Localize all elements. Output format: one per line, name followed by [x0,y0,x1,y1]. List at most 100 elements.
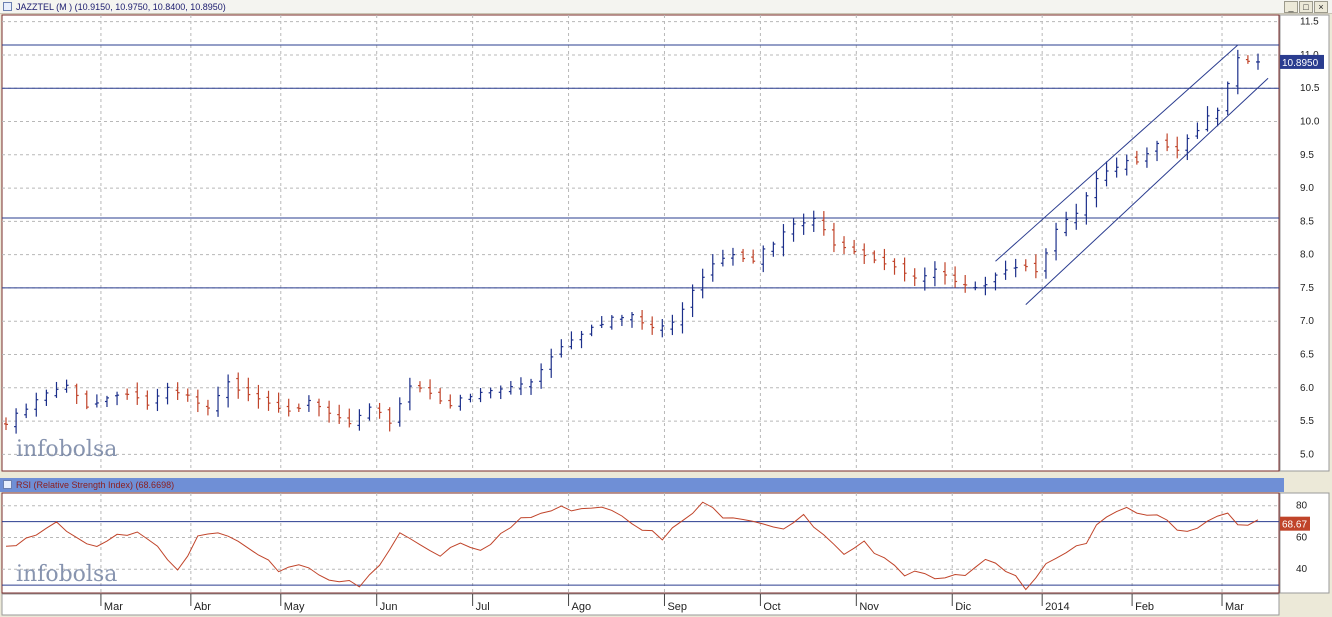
price-bar [458,394,463,411]
price-bar [468,393,473,403]
rsi-line [5,501,1259,591]
price-bar [428,379,433,400]
price-bar [417,381,422,393]
price-bar [387,407,392,432]
price-tick-label: 7.0 [1300,316,1314,327]
price-bar [4,417,8,431]
price-bar [1104,161,1109,187]
price-bar [912,268,917,287]
price-bar [539,363,544,389]
price-tick-label: 8.0 [1300,250,1314,261]
price-bar [246,377,251,402]
price-bar [488,387,493,399]
price-bar [407,377,412,411]
price-bar [781,224,786,257]
price-tick-label: 5.5 [1300,416,1314,427]
price-bar [579,330,584,349]
price-bar [741,248,746,262]
price-bar [347,408,352,428]
rsi-axis-strip [1279,492,1330,594]
price-bar [175,382,180,400]
price-bar [1205,106,1210,132]
price-bar [1084,192,1089,225]
channel-upper-line [995,44,1239,262]
date-tick-label: Oct [763,601,780,613]
close-button[interactable]: × [1314,1,1328,13]
price-panel-title: JAZZTEL (M ) (10.9150, 10.9750, 10.8400,… [16,2,226,12]
rsi-grid [2,493,1279,593]
price-bar [751,249,756,264]
window-buttons: _ □ × [1284,1,1328,13]
price-tick-label: 9.5 [1300,150,1314,161]
date-tick-label: 2014 [1045,601,1069,613]
channel-lower-line [1025,77,1269,305]
price-bar [94,394,99,408]
price-bar [24,403,29,419]
rsi-panel-title: RSI (Relative Strength Index) (68.6698) [16,480,175,490]
price-bar [1003,260,1008,280]
price-bar [135,382,140,405]
price-bar [266,390,271,411]
price-bar [932,261,937,287]
price-bar [357,409,362,431]
price-bar [397,397,402,427]
price-bar [1256,53,1260,70]
price-bar [831,222,836,253]
price-bar [155,388,160,412]
price-bar [1195,122,1200,139]
price-tick-label: 11.5 [1300,17,1319,28]
date-tick-label: Jun [380,601,398,613]
maximize-button[interactable]: □ [1299,1,1313,13]
price-bar [1134,150,1139,165]
price-bar [993,272,998,291]
price-bar [508,381,513,395]
date-axis-strip [1,593,1280,616]
price-bar [478,387,483,403]
price-bar [650,316,655,335]
price-bar [730,247,735,266]
price-tick-label: 8.5 [1300,216,1314,227]
price-bar [1013,258,1018,278]
price-bar [821,211,826,236]
price-bar [1144,147,1149,168]
price-bar [872,250,877,264]
price-bar [236,372,241,399]
price-bar [660,319,665,338]
price-bar [1215,107,1220,127]
price-bar [1124,154,1129,176]
date-tick-label: Sep [667,601,687,613]
date-tick-label: May [284,601,305,613]
price-bar [680,302,685,334]
date-tick-label: Ago [572,601,592,613]
date-tick-label: Mar [1225,601,1244,613]
price-tick-label: 5.0 [1300,449,1314,460]
price-bar [569,331,574,350]
rsi-line-group [5,501,1259,591]
price-watermark: infobolsa [16,437,117,462]
minimize-button[interactable]: _ [1284,1,1298,13]
price-bar [327,400,332,423]
price-bar [609,315,614,330]
price-bar [1064,211,1069,237]
rsi-plot-area[interactable] [1,492,1280,594]
price-bar [710,254,715,282]
window-menu-icon[interactable] [3,2,12,11]
price-bar [801,213,806,235]
price-bar [902,257,907,282]
price-bar [1033,254,1038,279]
price-bar [791,218,796,242]
price-bar [34,392,39,417]
price-bar [630,312,634,328]
price-bar [811,210,816,232]
price-plot-area[interactable] [1,14,1280,472]
price-tick-label: 10.5 [1300,83,1320,94]
date-tick-label: Abr [194,601,211,613]
value-tags: 10.8950 68.67 [1280,54,1324,531]
price-tick-label: 7.5 [1300,283,1314,294]
price-bar [963,275,968,293]
rsi-window-menu-icon[interactable] [3,480,12,489]
price-bar [973,281,978,291]
price-bar [216,386,221,417]
price-bar [771,241,776,257]
